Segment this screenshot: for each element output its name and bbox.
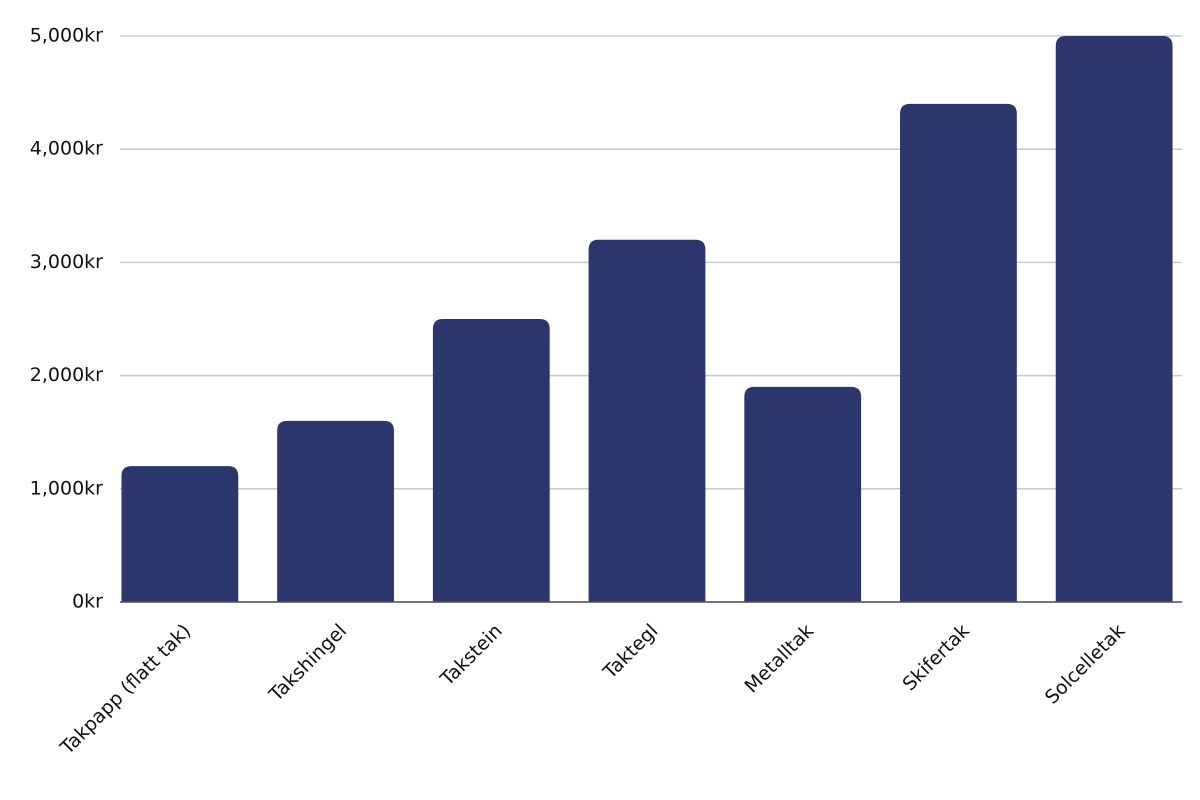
bar [744,386,862,602]
x-tick-label: Takstein [436,620,507,691]
y-tick-label: 4,000kr [30,138,103,160]
y-tick-label: 5,000kr [30,25,103,47]
bar [588,239,706,602]
y-tick-label: 2,000kr [30,364,103,386]
x-tick-label: Taktegl [598,620,662,684]
y-tick-label: 3,000kr [30,251,103,273]
x-tick-label: Skifertak [898,620,973,695]
x-tick-label: Solcelletak [1041,620,1130,709]
bar [432,319,550,602]
bar [1055,36,1173,602]
x-tick-label: Takpapp (flatt tak) [56,620,196,760]
bar [121,466,239,602]
x-tick-label: Takshingel [264,620,351,707]
x-tick-label: Metalltak [740,620,818,698]
bar [277,420,394,602]
y-tick-label: 0kr [72,591,103,613]
bar [900,103,1017,603]
y-tick-label: 1,000kr [30,477,103,499]
